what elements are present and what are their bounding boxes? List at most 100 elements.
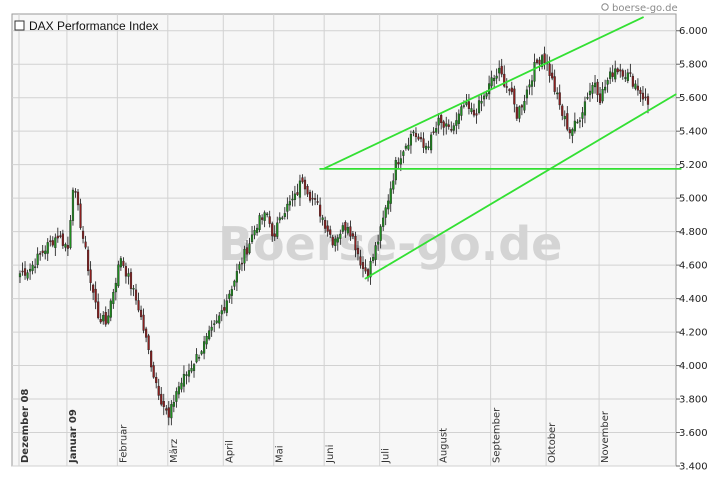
candle-body xyxy=(99,318,102,323)
candle-body xyxy=(440,115,443,124)
candle-body xyxy=(84,241,87,248)
candle-body xyxy=(377,241,380,245)
candle-body xyxy=(586,97,589,99)
candle-body xyxy=(235,271,238,283)
candle-body xyxy=(238,264,241,270)
legend-label: DAX Performance Index xyxy=(29,19,158,33)
candle-body xyxy=(346,226,349,234)
candle-body xyxy=(601,89,604,102)
candle-body xyxy=(321,217,324,220)
candle-body xyxy=(414,133,418,138)
candle-body xyxy=(470,108,473,113)
candle-body xyxy=(566,113,569,130)
candle-body xyxy=(419,137,423,140)
candle-body xyxy=(639,89,642,94)
candle-body xyxy=(205,336,208,345)
candle-body xyxy=(255,227,259,233)
candle-body xyxy=(369,261,372,278)
candle-body xyxy=(220,310,223,315)
source-label: boerse-go.de xyxy=(612,3,678,14)
candle-body xyxy=(334,238,337,246)
x-axis: Dezember 08 Januar 09 Februar März April Mai J… xyxy=(20,389,611,464)
candle-body xyxy=(417,136,420,140)
candle-body xyxy=(157,385,160,396)
candle-body xyxy=(298,180,302,198)
candle-body xyxy=(387,200,390,210)
x-tick-label: November xyxy=(600,410,611,463)
candle-body xyxy=(134,289,138,301)
x-tick-label: August xyxy=(439,428,450,463)
candle-body xyxy=(248,243,251,254)
candle-body xyxy=(646,96,650,105)
candle-body xyxy=(382,217,385,227)
candle-body xyxy=(616,68,619,73)
candle-body xyxy=(225,300,228,313)
candle-body xyxy=(89,269,92,283)
candle-body xyxy=(61,233,64,246)
candle-body xyxy=(31,264,34,271)
candle-body xyxy=(404,145,407,149)
candle-body xyxy=(576,121,579,124)
candle-body xyxy=(598,93,602,104)
source-credit: boerse-go.de xyxy=(601,3,678,14)
candle-body xyxy=(422,138,425,148)
candle-body xyxy=(596,81,599,96)
candle-body xyxy=(303,179,307,190)
candle-body xyxy=(46,242,49,254)
candle-body xyxy=(278,217,281,221)
candle-body xyxy=(203,341,206,354)
candle-body xyxy=(452,125,455,131)
candle-body xyxy=(41,250,44,253)
candle-body xyxy=(631,75,634,87)
candle-body xyxy=(293,193,296,200)
candle-body xyxy=(477,100,481,113)
candle-body xyxy=(523,101,526,111)
candle-body xyxy=(399,158,402,165)
candle-body xyxy=(571,129,574,136)
candle-body xyxy=(402,151,405,156)
candle-body xyxy=(384,207,387,218)
candle-body xyxy=(250,234,254,243)
candle-body xyxy=(150,351,153,368)
candle-body xyxy=(485,93,488,97)
candle-body xyxy=(472,109,476,116)
candle-body xyxy=(245,247,249,255)
legend: DAX Performance Index xyxy=(14,19,158,33)
candle-body xyxy=(112,292,115,304)
candle-body xyxy=(505,86,508,88)
candle-body xyxy=(54,237,57,248)
candle-body xyxy=(281,217,284,219)
candle-body xyxy=(36,253,39,265)
candle-body xyxy=(349,226,352,237)
candle-body xyxy=(23,268,27,276)
candle-body xyxy=(172,402,175,407)
candle-body xyxy=(525,89,529,99)
candle-body xyxy=(361,262,365,269)
candle-body xyxy=(276,222,279,237)
candle-body xyxy=(271,223,274,237)
candle-body xyxy=(230,289,233,296)
candle-body xyxy=(392,180,395,190)
candle-body xyxy=(185,374,188,377)
candle-body xyxy=(495,75,498,79)
candle-body xyxy=(208,330,211,340)
candle-body xyxy=(218,315,221,324)
candle-body xyxy=(394,160,397,181)
candle-body xyxy=(122,260,125,266)
candle-body xyxy=(581,112,584,119)
candle-body xyxy=(510,87,513,93)
candle-body xyxy=(145,328,148,338)
candle-body xyxy=(465,102,468,105)
candle-body xyxy=(354,236,357,251)
candle-body xyxy=(389,188,392,204)
candle-body xyxy=(34,266,37,268)
candle-body xyxy=(192,364,196,371)
candle-body xyxy=(182,373,186,387)
candle-body xyxy=(588,90,592,96)
candle-body xyxy=(39,253,42,255)
candle-body xyxy=(563,115,566,120)
candle-body xyxy=(288,201,291,206)
candle-body xyxy=(435,128,438,133)
candle-body xyxy=(319,204,322,217)
x-tick-label: April xyxy=(224,440,235,463)
